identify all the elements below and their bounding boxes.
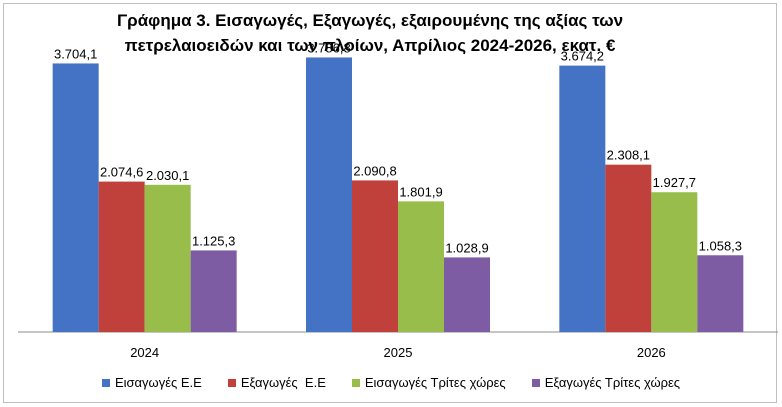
legend-label-4: Εξαγωγές Τρίτες χώρες: [544, 375, 681, 390]
bar-2024-series-4: [190, 250, 237, 332]
legend-label-3: Εισαγωγές Τρίτες χώρες: [364, 375, 506, 390]
legend-swatch-4: [531, 378, 540, 387]
legend-item-4: Εξαγωγές Τρίτες χώρες: [531, 375, 681, 390]
data-label-2026-series-2: 2.308,1: [607, 148, 650, 163]
data-label-2025-series-3: 1.801,9: [399, 184, 442, 199]
data-label-2024-series-3: 2.030,1: [146, 168, 189, 183]
legend-swatch-3: [351, 378, 360, 387]
bar-2024-series-3: [144, 184, 191, 332]
bar-2024-series-2: [98, 181, 145, 332]
bar-2024-series-1: [52, 63, 99, 332]
legend-item-1: Εισαγωγές Ε.Ε: [101, 375, 202, 390]
bar-2025-series-3: [398, 201, 444, 332]
bar-2026-series-3: [651, 192, 698, 332]
bar-2025-series-4: [444, 257, 490, 332]
data-label-2024-series-2: 2.074,6: [100, 165, 143, 180]
data-label-2026-series-3: 1.927,7: [653, 175, 696, 190]
x-tick-label-2025: 2025: [384, 345, 413, 360]
data-label-2025-series-1: 3.786,8: [307, 40, 350, 55]
bar-2026-series-2: [605, 164, 652, 332]
legend-label-2: Εξαγωγές Ε.Ε: [240, 375, 326, 390]
bar-2026-series-1: [559, 65, 606, 333]
data-label-2025-series-4: 1.028,9: [445, 240, 488, 255]
data-label-2026-series-1: 3.674,2: [561, 49, 604, 64]
legend-label-1: Εισαγωγές Ε.Ε: [114, 375, 202, 390]
chart-legend: Εισαγωγές Ε.Ε Εξαγωγές Ε.Ε Εισαγωγές Τρίτε…: [0, 375, 782, 390]
x-tick-label-2024: 2024: [130, 345, 159, 360]
chart-title-line-2: πετρελαιοειδών και των πλοίων, Απρίλιος …: [124, 36, 616, 55]
data-label-2025-series-2: 2.090,8: [353, 163, 396, 178]
x-tick-label-2026: 2026: [637, 345, 666, 360]
data-label-2024-series-1: 3.704,1: [54, 46, 97, 61]
data-label-2026-series-4: 1.058,3: [699, 238, 742, 253]
bar-2025-series-2: [352, 180, 398, 332]
legend-item-3: Εισαγωγές Τρίτες χώρες: [351, 375, 506, 390]
legend-item-2: Εξαγωγές Ε.Ε: [227, 375, 326, 390]
legend-swatch-1: [101, 378, 110, 387]
legend-swatch-2: [227, 378, 236, 387]
data-label-2024-series-4: 1.125,3: [192, 233, 235, 248]
bar-2026-series-4: [697, 255, 744, 332]
chart-title: Γράφημα 3. Εισαγωγές, Εξαγωγές, εξαιρουμ…: [0, 8, 740, 58]
bar-2025-series-1: [306, 57, 352, 332]
chart-title-line-1: Γράφημα 3. Εισαγωγές, Εξαγωγές, εξαιρουμ…: [116, 11, 624, 30]
